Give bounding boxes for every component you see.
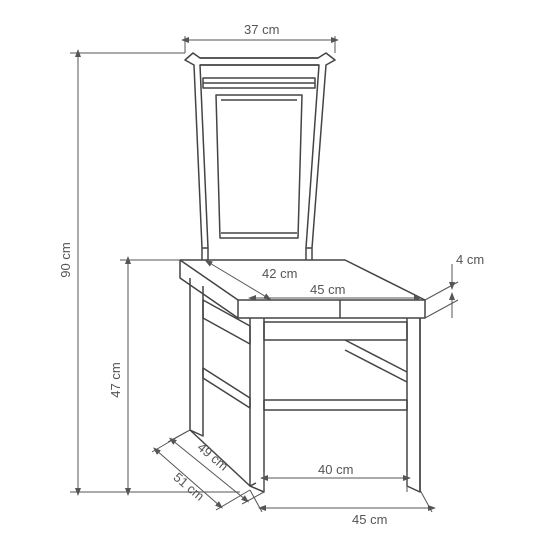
dim-seat-height: 47 cm: [108, 362, 123, 397]
chair-drawing: [180, 53, 425, 492]
dim-front-width: 40 cm: [318, 462, 353, 477]
dim-seat-width: 45 cm: [310, 282, 345, 297]
dim-side-depth-1: 49 cm: [195, 439, 232, 473]
dim-backrest-width: 37 cm: [244, 22, 279, 37]
dim-total-height: 90 cm: [58, 242, 73, 277]
chair-diagram: 37 cm 90 cm 47 cm 42 cm 45 cm 4 cm 40 cm…: [0, 0, 540, 540]
dim-side-depth-2: 51 cm: [171, 469, 208, 503]
dim-seat-thick: 4 cm: [456, 252, 484, 267]
dim-seat-depth: 42 cm: [262, 266, 297, 281]
dim-diag-width: 45 cm: [352, 512, 387, 527]
